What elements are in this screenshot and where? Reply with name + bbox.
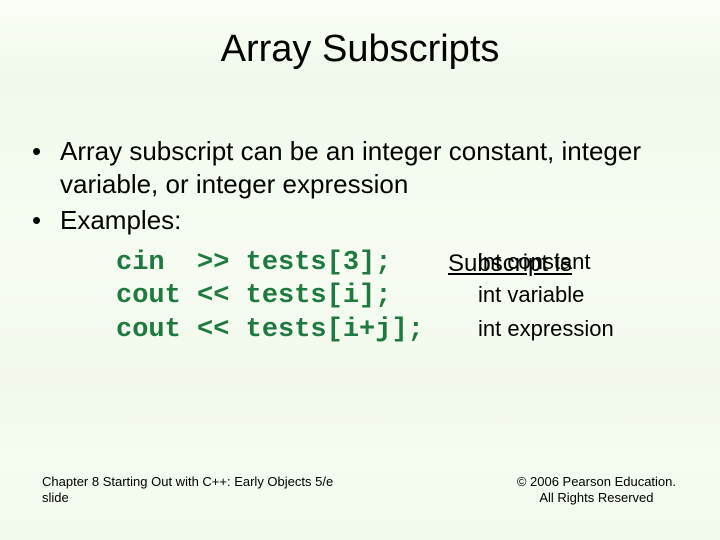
code-desc: int expression bbox=[478, 315, 614, 343]
footer-left: Chapter 8 Starting Out with C++: Early O… bbox=[42, 474, 333, 507]
footer-copyright: © 2006 Pearson Education. bbox=[517, 474, 676, 490]
code-row: cout << tests[i+j]; int expression bbox=[116, 314, 680, 348]
bullet-marker: • bbox=[28, 204, 60, 237]
code-row: cout << tests[i]; int variable bbox=[116, 280, 680, 314]
slide-content: • Array subscript can be an integer cons… bbox=[0, 91, 720, 348]
code-desc: int variable bbox=[478, 281, 584, 309]
bullet-text: Array subscript can be an integer consta… bbox=[60, 135, 680, 200]
subscript-header: Subscript is bbox=[448, 250, 572, 278]
slide: Array Subscripts • Array subscript can b… bbox=[0, 0, 720, 540]
code-text: cin >> tests[3]; bbox=[116, 247, 478, 281]
code-block: cin >> tests[3]; int constant cout << te… bbox=[28, 241, 680, 348]
bullet-item: • Array subscript can be an integer cons… bbox=[28, 135, 680, 200]
code-row: cin >> tests[3]; int constant bbox=[116, 247, 680, 281]
footer-chapter: Chapter 8 Starting Out with C++: Early O… bbox=[42, 474, 333, 490]
slide-title: Array Subscripts bbox=[0, 0, 720, 91]
footer-slide-label: slide bbox=[42, 490, 333, 506]
code-text: cout << tests[i]; bbox=[116, 280, 478, 314]
bullet-item: • Examples: bbox=[28, 204, 680, 237]
code-text: cout << tests[i+j]; bbox=[116, 314, 478, 348]
footer-right: © 2006 Pearson Education. All Rights Res… bbox=[517, 474, 676, 507]
bullet-text: Examples: bbox=[60, 204, 680, 237]
bullet-marker: • bbox=[28, 135, 60, 168]
footer-rights: All Rights Reserved bbox=[517, 490, 676, 506]
